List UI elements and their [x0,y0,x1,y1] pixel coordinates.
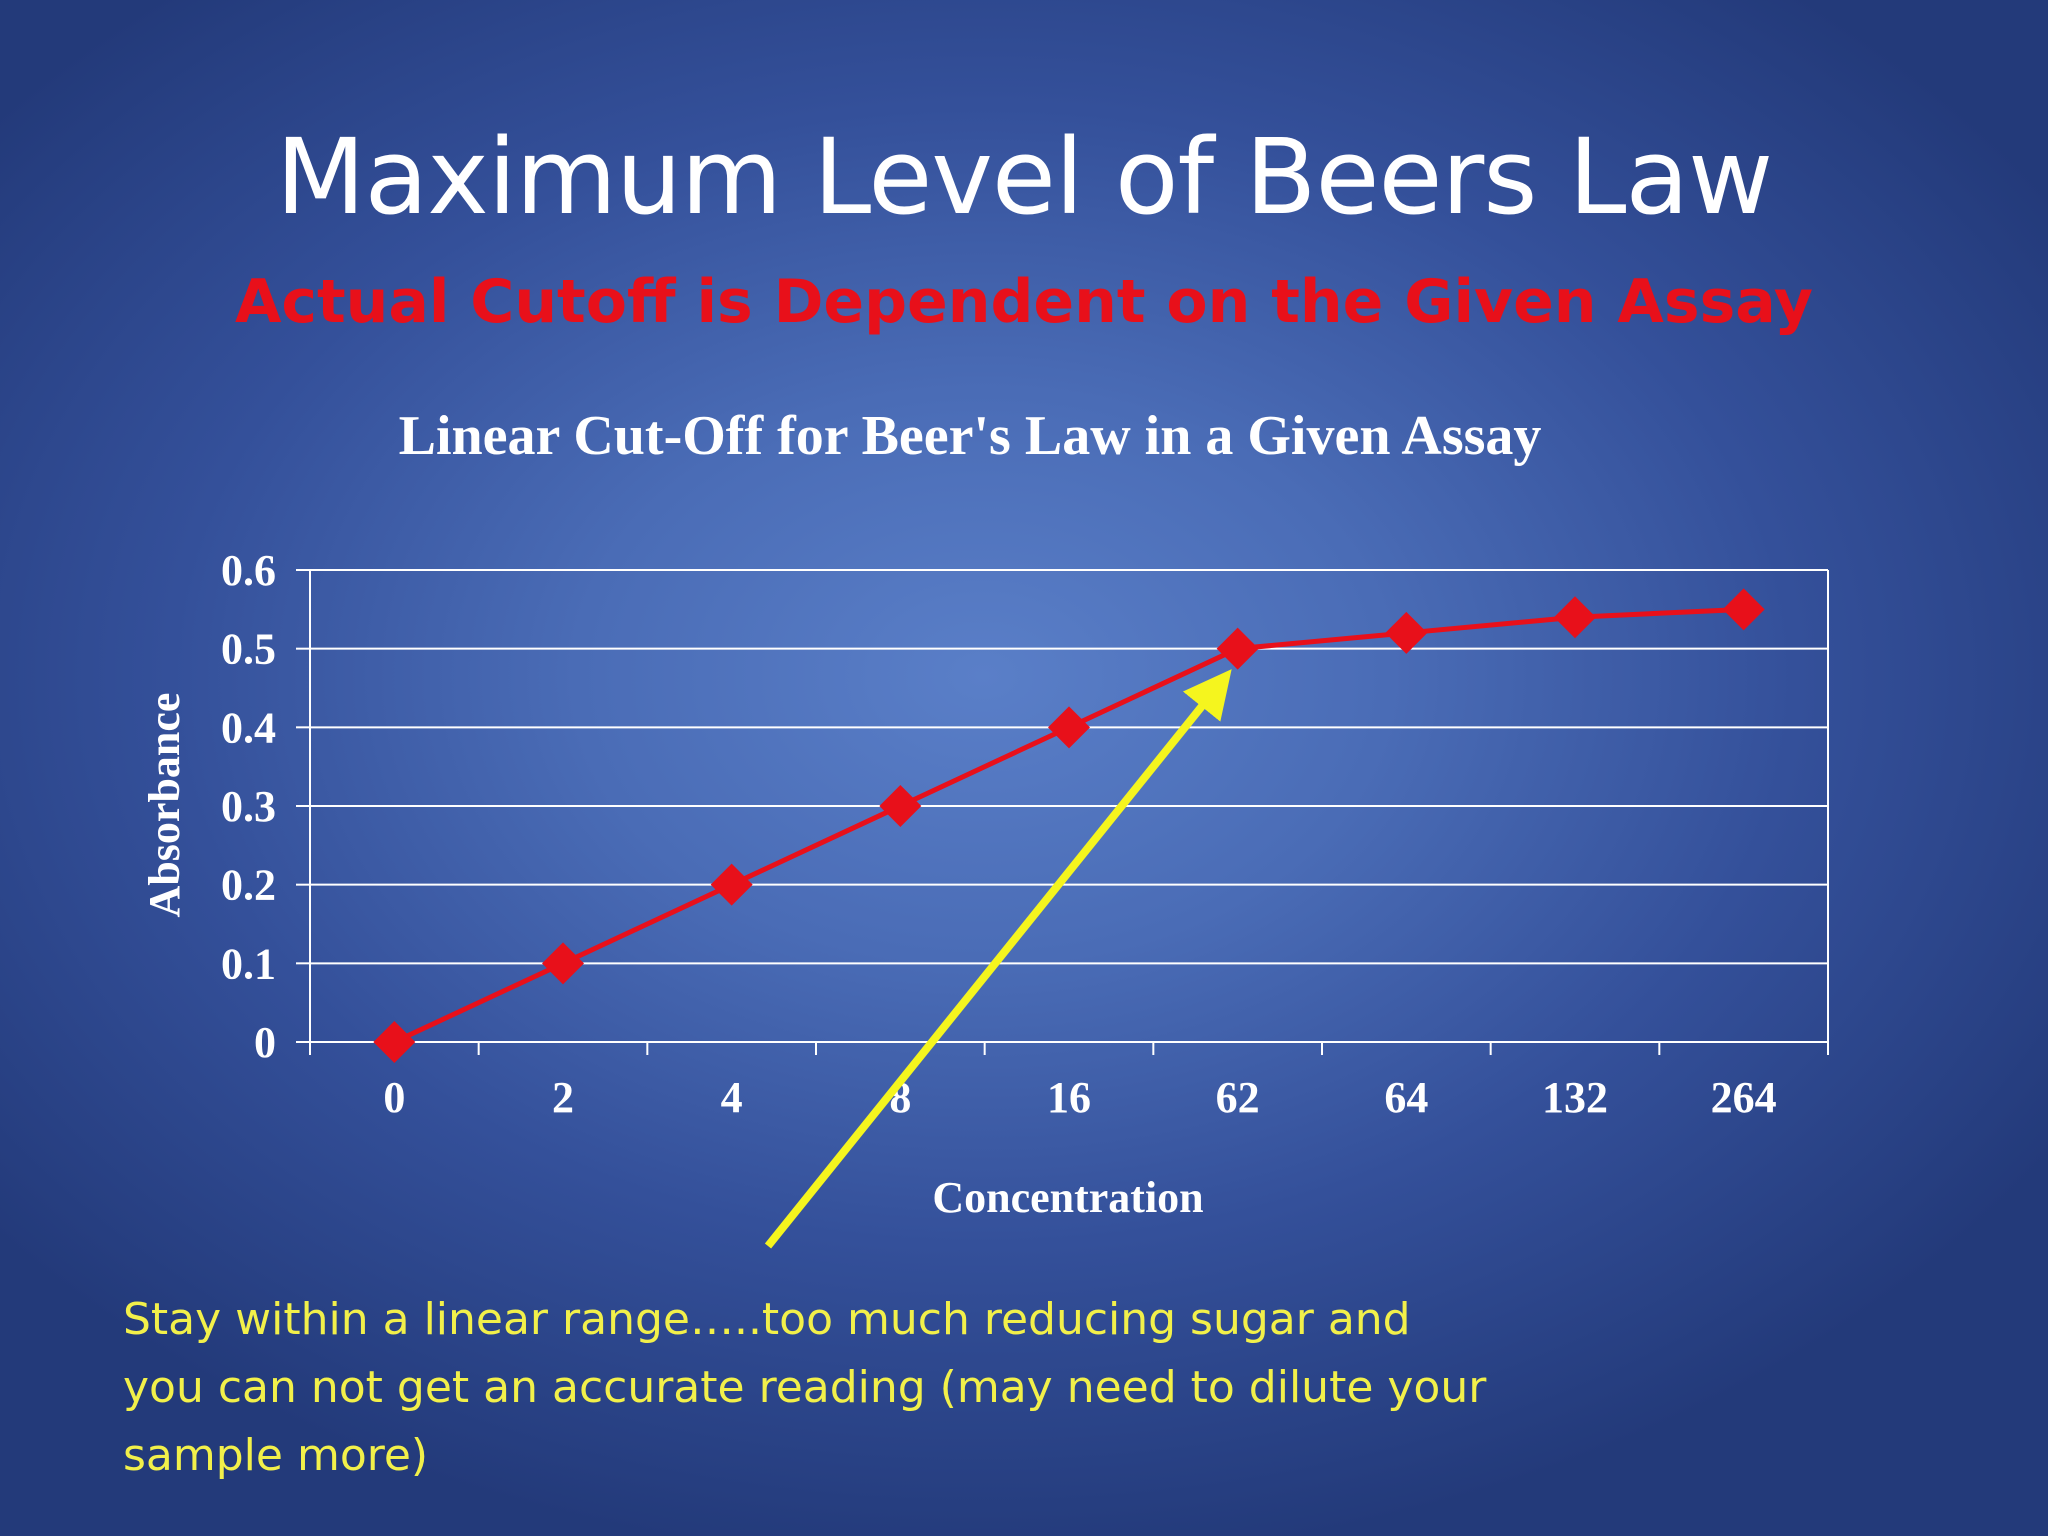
data-point [1722,588,1765,631]
y-axis-title: Absorbance [140,693,189,918]
x-tick-label: 16 [1047,1073,1091,1122]
x-axis-title: Concentration [932,1173,1203,1222]
y-axis-ticks: 0 0.1 0.2 0.3 0.4 0.5 0.6 [221,546,310,1067]
data-point [710,863,753,906]
series-group [373,588,1765,1063]
y-tick-label: 0.6 [221,546,276,595]
data-point [542,942,584,985]
y-tick-label: 0.1 [221,939,276,988]
series-line [393,606,1744,1045]
data-point [1048,706,1090,749]
y-tick-label: 0 [254,1018,276,1067]
data-point [1216,627,1259,670]
x-tick-label: 264 [1711,1073,1777,1122]
data-point [879,785,922,827]
data-point [1385,611,1428,654]
gridlines [310,569,1828,965]
y-tick-label: 0.2 [221,861,276,910]
slide-title: Maximum Level of Beers Law [275,116,1773,238]
x-tick-label: 4 [721,1073,743,1122]
chart-title: Linear Cut-Off for Beer's Law in a Given… [398,405,1542,467]
x-tick-label: 132 [1542,1073,1608,1122]
annotation-group [764,669,1232,1249]
arrow-icon [764,669,1232,1249]
note-text: Stay within a linear range…..too much re… [123,1294,1487,1481]
y-tick-label: 0.5 [221,625,276,674]
data-point [1554,596,1596,639]
x-tick-label: 2 [552,1073,574,1122]
x-tick-label: 62 [1216,1073,1260,1122]
y-tick-label: 0.4 [221,703,276,752]
slide-subtitle: Actual Cutoff is Dependent on the Given … [234,267,1814,337]
data-point [373,1021,416,1063]
x-tick-label: 0 [383,1073,405,1122]
x-axis-ticks: 0 2 4 8 16 62 64 132 264 [309,1042,1829,1122]
x-tick-label: 64 [1384,1073,1428,1122]
y-tick-label: 0.3 [221,782,276,831]
